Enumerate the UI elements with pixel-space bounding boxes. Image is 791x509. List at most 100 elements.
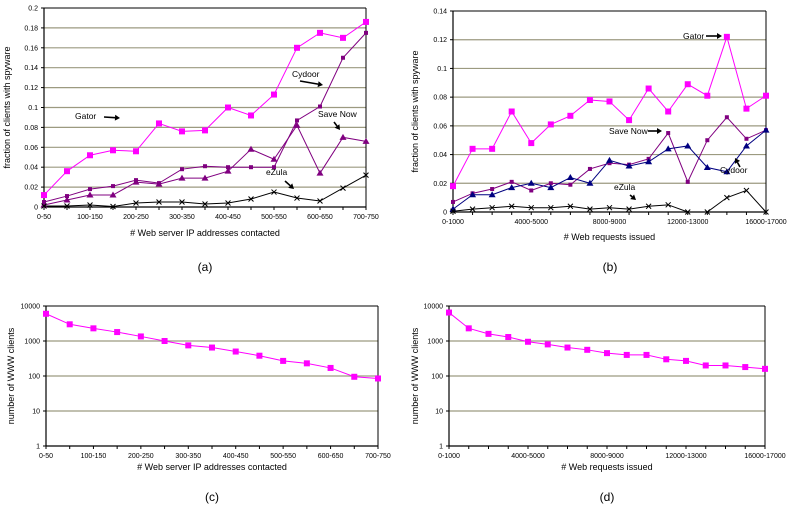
y-tick-label: 0.06 (24, 145, 38, 152)
data-point (317, 198, 323, 204)
data-point (643, 351, 650, 358)
series-line (452, 189, 767, 213)
data-point (86, 191, 94, 198)
series-ezula (41, 172, 369, 210)
data-point (564, 344, 571, 351)
data-point (722, 362, 729, 369)
data-point (465, 325, 472, 332)
data-point (256, 352, 263, 359)
data-point (666, 131, 671, 136)
data-point (743, 105, 750, 112)
data-point (606, 156, 613, 163)
data-point (485, 330, 492, 337)
data-point (586, 179, 594, 186)
y-tick-label: 0.08 (24, 125, 38, 132)
annotation-arrow (629, 194, 633, 198)
chart-b: 0 0.02 0.04 0.06 0.08 0.1 0.12 0.14 0-1000 4000-5… (410, 9, 787, 275)
arrow-head-icon (734, 158, 741, 164)
data-point (316, 169, 324, 176)
annotation-label: Save Now (609, 126, 649, 136)
data-point (109, 191, 117, 198)
data-point (544, 341, 551, 348)
data-point (626, 206, 632, 212)
data-point (272, 165, 276, 170)
data-point (567, 112, 574, 119)
data-point (294, 44, 300, 51)
x-tick-label: 100-150 (81, 453, 107, 460)
data-point (663, 356, 670, 363)
x-tick-label: 0-50 (39, 453, 53, 460)
data-point (665, 201, 672, 208)
x-tick-label: 600-650 (318, 453, 344, 460)
arrow-head-icon (657, 128, 662, 134)
data-point (294, 195, 300, 201)
series-clients (43, 310, 381, 382)
data-point (209, 344, 215, 351)
annotation-arrow (333, 121, 338, 127)
chart-a: 0 0.02 0.04 0.06 0.08 0.1 0.12 0.14 0.16 0.18 0.2 0… (2, 6, 379, 275)
x-axis-label: # Web requests issued (564, 232, 655, 242)
x-tick-label: 4000-5000 (515, 219, 549, 226)
data-point (41, 192, 47, 199)
panel-caption: (b) (603, 260, 618, 274)
x-tick-label: 700-750 (353, 214, 379, 221)
x-tick-label: 12000-13000 (667, 219, 708, 226)
x-tick-label: 0-1000 (442, 219, 464, 226)
y-tick-label: 0.12 (433, 37, 447, 44)
data-point (318, 104, 322, 109)
data-point (508, 184, 516, 191)
data-point (363, 172, 369, 179)
annotation-arrow (299, 80, 319, 85)
data-point (469, 145, 476, 152)
x-tick-label: 500-550 (261, 214, 287, 221)
data-point (364, 30, 368, 35)
y-tick-label: 0.08 (433, 95, 447, 102)
data-point (684, 209, 691, 215)
data-point (41, 203, 47, 209)
data-point (724, 194, 730, 201)
data-point (567, 203, 574, 210)
x-tick-label: 16000-17000 (745, 219, 786, 226)
data-point (763, 92, 769, 99)
data-point (645, 158, 653, 165)
data-point (180, 167, 184, 172)
x-tick-label: 8000-9000 (593, 219, 627, 226)
y-axis-label: fraction of clients with spyware (410, 50, 420, 172)
y-tick-label: 0.2 (28, 6, 38, 13)
data-point (488, 191, 496, 198)
y-tick-label: 0.04 (433, 152, 447, 159)
data-point (547, 204, 554, 211)
x-tick-label: 8000-9000 (590, 453, 624, 460)
data-point (63, 196, 71, 203)
data-point (363, 18, 369, 25)
annotation-arrow (736, 161, 741, 168)
data-point (202, 127, 208, 134)
data-point (763, 209, 769, 215)
data-point (247, 145, 255, 152)
x-tick-label: 0-1000 (438, 453, 460, 460)
x-tick-label: 16000-17000 (744, 453, 785, 460)
data-point (111, 184, 115, 189)
data-point (271, 189, 277, 195)
annotation-label: eZula (614, 182, 636, 192)
data-point (87, 202, 93, 208)
x-tick-label: 4000-5000 (511, 453, 545, 460)
data-point (161, 338, 168, 344)
arrow-head-icon (114, 114, 120, 121)
data-point (489, 145, 496, 152)
data-point (528, 140, 535, 147)
data-point (375, 375, 381, 382)
y-tick-label: 10000 (21, 304, 41, 311)
data-point (201, 174, 209, 181)
data-point (65, 194, 69, 199)
data-point (232, 348, 239, 355)
data-point (508, 108, 515, 115)
data-point (625, 162, 633, 169)
data-point (185, 342, 192, 349)
data-point (529, 188, 534, 193)
arrow-head-icon (334, 124, 340, 130)
data-point (568, 182, 573, 187)
data-point (450, 183, 456, 190)
x-tick-label: 200-250 (123, 214, 149, 221)
